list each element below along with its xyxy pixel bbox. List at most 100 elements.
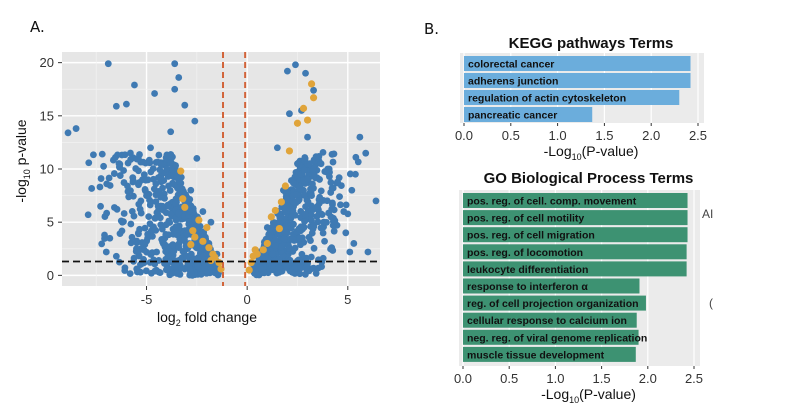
volcano-point [286, 110, 293, 118]
volcano-point [170, 247, 178, 255]
volcano-point [72, 125, 80, 132]
volcano-point [97, 175, 105, 182]
volcano-point-highlight [277, 198, 285, 206]
volcano-point [193, 154, 201, 162]
volcano-point [297, 264, 305, 272]
kegg-x-tick-label: 2.0 [642, 128, 660, 143]
volcano-point [98, 150, 106, 158]
go-bar-label: pos. reg. of cell migration [467, 230, 595, 242]
volcano-point [162, 248, 170, 255]
volcano-point [141, 224, 149, 232]
volcano-point [334, 179, 342, 187]
volcano-point [352, 153, 360, 161]
volcano-point [372, 197, 380, 205]
volcano-point [165, 182, 172, 190]
volcano-point [277, 243, 285, 251]
volcano-point [269, 250, 277, 258]
volcano-y-tick-label: 10 [40, 162, 54, 177]
volcano-point [123, 100, 130, 108]
volcano-point [328, 244, 336, 252]
go-x-axis-title: -Log10(P-value) [541, 386, 636, 405]
volcano-point [184, 230, 192, 238]
volcano-point [145, 213, 153, 221]
volcano-point [301, 166, 308, 174]
go-bar [463, 295, 646, 311]
volcano-point [287, 177, 295, 184]
kegg-bar [464, 73, 691, 88]
volcano-point [106, 234, 114, 242]
volcano-point [320, 218, 328, 226]
volcano-point [145, 156, 153, 164]
volcano-point [147, 144, 154, 152]
volcano-point [282, 203, 290, 211]
volcano-point [295, 226, 303, 233]
volcano-point [173, 270, 181, 277]
volcano-point [167, 159, 174, 167]
volcano-point [157, 160, 165, 168]
volcano-point-highlight [309, 94, 318, 102]
volcano-point [164, 202, 172, 210]
volcano-point [324, 165, 332, 173]
volcano-point [362, 149, 370, 157]
volcano-point [139, 176, 146, 184]
volcano-point [149, 232, 156, 240]
go-bar-label: response to interferon α [467, 281, 588, 293]
volcano-point [187, 186, 195, 194]
volcano-point [327, 179, 335, 186]
volcano-point [103, 209, 111, 217]
volcano-point [186, 267, 194, 275]
go-bar [463, 346, 636, 362]
volcano-point [159, 202, 167, 210]
volcano-point [271, 242, 279, 249]
go-bar [463, 278, 640, 294]
go-x-tick-label: 1.5 [593, 371, 611, 386]
volcano-point [151, 214, 159, 222]
volcano-point [317, 210, 325, 218]
volcano-point [309, 165, 317, 173]
volcano-point [304, 198, 312, 206]
volcano-point [310, 244, 318, 252]
volcano-point [171, 85, 179, 93]
volcano-point [326, 173, 333, 181]
volcano-point [297, 241, 304, 249]
volcano-point [120, 210, 128, 217]
volcano-point [307, 253, 315, 261]
volcano-point-highlight [207, 256, 215, 265]
volcano-point [352, 170, 359, 178]
stray-text-right-2: ( [709, 296, 713, 310]
volcano-point [304, 133, 311, 141]
volcano-point [132, 165, 140, 172]
volcano-point [133, 237, 141, 245]
volcano-point [118, 218, 126, 226]
volcano-point [194, 263, 202, 270]
volcano-point [90, 151, 97, 159]
volcano-x-tick-label: 0 [244, 292, 251, 307]
volcano-x-axis-title: log2 fold change [157, 309, 257, 328]
volcano-point-highlight [307, 80, 316, 88]
volcano-point [302, 69, 309, 77]
volcano-point [321, 237, 328, 245]
volcano-point [160, 177, 168, 184]
volcano-point [116, 230, 124, 238]
volcano-point [308, 211, 315, 219]
go-x-tick-label: 2.5 [685, 371, 703, 386]
volcano-point [171, 262, 178, 270]
volcano-point [127, 156, 135, 163]
volcano-point-highlight [253, 250, 261, 258]
go-bar-label: pos. reg. of cell motility [467, 213, 584, 225]
panel-b-label: B. [424, 20, 440, 38]
go-x-tick-label: 1.0 [546, 371, 564, 386]
volcano-point [310, 86, 317, 94]
volcano-point [96, 183, 104, 191]
volcano-point [336, 193, 343, 201]
volcano-point [64, 129, 72, 137]
go-bar-label: pos. reg. of locomotion [467, 247, 583, 259]
volcano-point-highlight [293, 119, 302, 127]
volcano-point [301, 210, 309, 218]
volcano-point [310, 170, 318, 178]
kegg-bar-label: colorectal cancer [468, 59, 554, 71]
volcano-point [310, 221, 318, 229]
volcano-point [288, 236, 296, 243]
volcano-point [312, 153, 320, 161]
volcano-x-tick-label: 5 [344, 292, 351, 307]
